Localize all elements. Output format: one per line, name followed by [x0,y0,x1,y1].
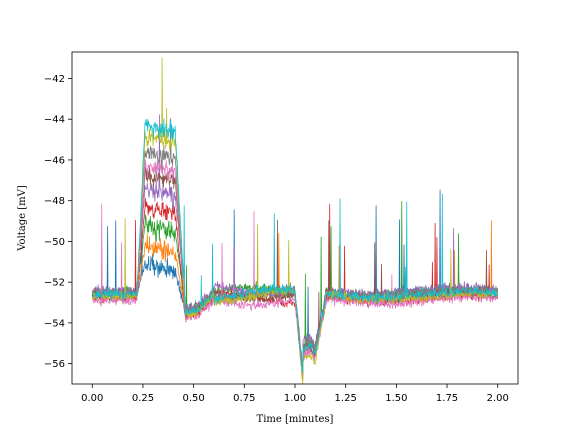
y-axis: −56 −54 −52 −50 −48 −46 −44 −42 [44,74,72,370]
y-tick-label: −50 [44,237,65,248]
y-tick-label: −46 [44,155,65,166]
x-tick-label: 0.50 [183,393,205,404]
x-tick-label: 0.00 [81,393,103,404]
y-tick-label: −54 [44,318,65,329]
x-tick-label: 2.00 [487,393,509,404]
y-tick-label: −48 [44,196,65,207]
x-axis: 0.00 0.25 0.50 0.75 1.00 1.25 1.50 1.75 2.00 [81,384,509,404]
y-tick-label: −56 [44,359,65,370]
x-tick-label: 1.00 [284,393,306,404]
x-axis-label: Time [minutes] [257,414,334,425]
y-tick-label: −42 [44,74,65,85]
x-tick-label: 1.25 [335,393,357,404]
y-axis-label: Voltage [mV] [17,185,28,252]
plot-frame [71,51,519,385]
x-tick-label: 0.25 [132,393,154,404]
x-tick-label: 1.75 [436,393,458,404]
voltage-trace-line [91,57,499,384]
x-tick-label: 1.50 [385,393,407,404]
x-tick-label: 0.75 [233,393,255,404]
voltage-trace-line [91,118,499,374]
voltage-trace-line [91,114,499,371]
y-tick-label: −44 [44,115,65,126]
y-tick-label: −52 [44,278,65,289]
series-layer [91,57,499,384]
